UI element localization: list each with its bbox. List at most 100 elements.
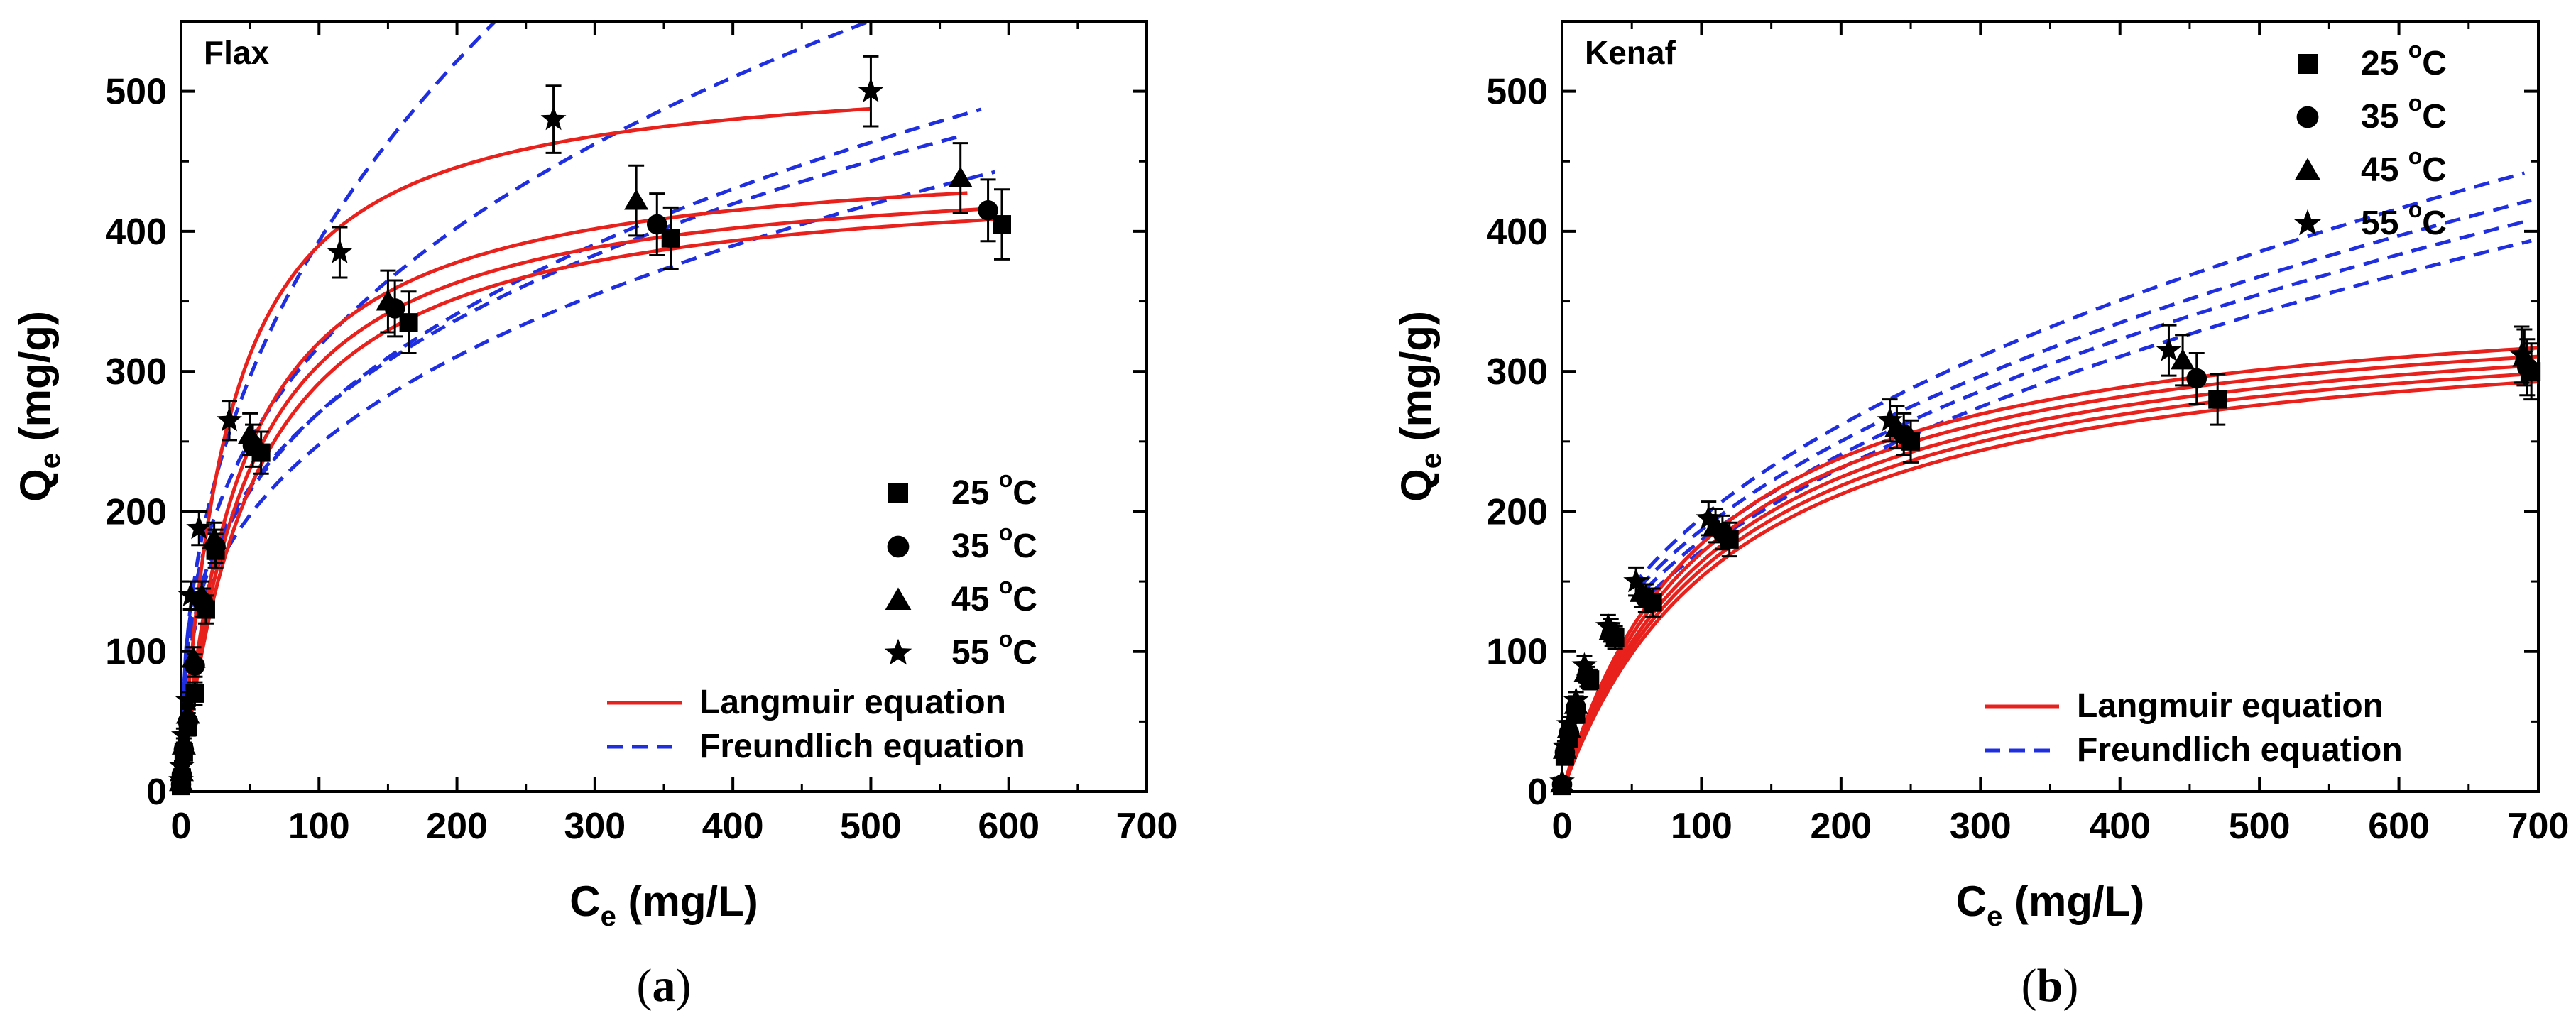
data-point [624,189,649,210]
data-point [993,215,1011,234]
legend-marker [2298,54,2318,74]
data-point [1556,711,1582,735]
x-tick-label: 0 [171,806,192,847]
langmuir-curve [1562,363,2538,792]
y-tick-label: 500 [105,72,167,113]
freundlich-curve [181,21,498,740]
data-point [858,77,884,102]
y-axis-symbol: Q [1392,469,1440,502]
data-points [1549,324,2541,796]
x-tick-label: 100 [1671,806,1732,847]
x-axis-symbol: C [569,877,600,925]
y-axis-title: Qe (mg/g) [1392,311,1447,502]
fit-curves [181,21,1003,792]
legend-temp: 45 [2361,151,2408,189]
legend-degree: o [999,626,1013,652]
chart-panel-kenaf: 0 100 200 300 400 500 600 700 0 100 200 300 400 500 Ce… [1392,20,2569,1012]
x-axis-title: Ce (mg/L) [1956,877,2145,932]
legend-unit: C [2422,98,2447,136]
x-tick-label: 400 [2089,806,2151,847]
data-point [178,582,204,607]
x-tick-label: 0 [1552,806,1573,847]
y-axis-symbol: Q [11,469,59,502]
series-35c [1551,338,2538,795]
legend-label: 45 oC [951,573,1037,618]
data-point [327,239,353,263]
y-tick-label: 100 [105,632,167,673]
x-tick-label: 200 [426,806,488,847]
data-point [948,166,973,187]
series-55c [168,55,884,792]
panel-caption: (a) [637,960,692,1012]
x-tick-label: 600 [978,806,1039,847]
caption-letter: a [653,960,676,1012]
data-point [238,422,263,444]
y-tick-label: 0 [1527,772,1548,813]
legend-unit: C [1013,527,1037,565]
data-point [181,647,206,668]
legend-degree: o [2408,143,2423,169]
langmuir-curve [1562,371,2538,792]
x-axis-symbol: C [1956,877,1987,925]
legend-degree: o [999,466,1013,492]
y-tick-label: 200 [105,491,167,532]
data-point [186,515,212,540]
caption-letter: b [2037,960,2063,1012]
legend-temp: 35 [2361,98,2408,136]
freundlich-curve [1637,198,2532,589]
freundlich-curve [1644,218,2532,591]
legend-unit: C [1013,634,1037,672]
y-tick-label: 300 [105,351,167,393]
legend-temp: 55 [2361,204,2408,242]
legend-temp: 45 [951,581,999,618]
data-point [202,527,227,549]
langmuir-curve [181,106,871,792]
x-tick-label: 300 [1950,806,2012,847]
x-axis-unit: (mg/L) [616,877,758,925]
data-point [1696,505,1722,530]
legend-marker [884,638,912,665]
y-tick-label: 300 [1486,351,1548,393]
data-point [217,407,242,432]
panel-name: Kenaf [1585,34,1676,71]
legend-unit: C [2422,45,2447,82]
y-tick-label: 400 [1486,212,1548,253]
fit-curves [1562,171,2538,792]
x-tick-label: 500 [840,806,902,847]
data-point [2171,349,2195,370]
legend-marker [885,587,912,610]
caption-close-paren: ) [676,960,692,1012]
panel-caption: (b) [2021,960,2079,1012]
y-axis-subscript: e [35,453,66,469]
legend-marker [888,483,908,503]
data-point [399,313,418,332]
freundlich-curve [1630,171,2526,589]
data-point [2186,368,2207,389]
data-point [2156,337,2182,361]
data-point [376,290,400,311]
y-axis-title: Qe (mg/g) [11,311,66,502]
legend-marker [2293,209,2322,236]
chart-panel-flax: 0 100 200 300 400 500 600 700 0 100 200 300 400 500 Ce… [11,20,1178,1012]
data-point [1877,407,1903,432]
legend-label: 35 oC [951,520,1037,565]
data-point [661,229,680,248]
model-legend: Langmuir equation Freundlich equation [607,684,1025,765]
legend-temp: 55 [951,634,999,672]
legend-label: 55 oC [2361,197,2447,242]
legend-unit: C [1013,581,1037,618]
data-point [540,106,567,131]
x-tick-label: 500 [2229,806,2291,847]
x-axis-subscript: e [601,901,616,932]
legend-marker [2294,158,2321,180]
y-axis-unit: (mg/g) [11,311,59,453]
x-tick-label: 300 [564,806,626,847]
x-tick-label: 700 [1116,806,1178,847]
data-point [2208,390,2227,409]
model-legend-label: Langmuir equation [2077,687,2384,725]
legend-label: 55 oC [951,626,1037,672]
data-point [1563,686,1589,711]
legend-label: 25 oC [2361,37,2447,82]
legend-label: 35 oC [2361,90,2447,136]
